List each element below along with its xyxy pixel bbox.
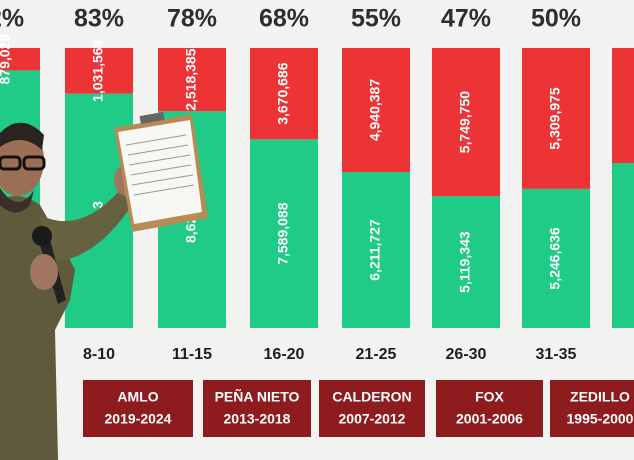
- x-tick-label: 26-30: [446, 346, 487, 363]
- bar-segment: [432, 196, 500, 328]
- value-label: 879,029: [0, 34, 13, 85]
- value-label: 2,518,385: [183, 48, 199, 110]
- value-label: 4,940,387: [367, 79, 383, 141]
- partial-bar: [612, 163, 634, 328]
- x-tick-label: 21-25: [356, 346, 397, 363]
- bar-segment: [250, 139, 318, 328]
- period-box: [319, 380, 425, 437]
- percent-label: 47%: [441, 5, 491, 33]
- percent-label: 83%: [74, 5, 124, 33]
- percent-label: 2%: [0, 5, 24, 33]
- value-label: 6,211,727: [367, 219, 383, 281]
- period-box: [203, 380, 311, 437]
- x-tick-label: 8-10: [83, 346, 115, 363]
- percent-label: 50%: [531, 5, 581, 33]
- value-label: 5,119,343: [457, 231, 473, 293]
- period-years: 2001-2006: [456, 411, 523, 427]
- percent-label: 78%: [167, 5, 217, 33]
- period-name: AMLO: [117, 389, 158, 405]
- period-name: ZEDILLO: [570, 389, 630, 405]
- period-box: [550, 380, 634, 437]
- bar-segment: [250, 48, 318, 140]
- period-name: PEÑA NIETO: [215, 388, 300, 405]
- period-name: FOX: [475, 389, 504, 405]
- bar-segment: [432, 48, 500, 197]
- value-label: 5,246,636: [547, 227, 563, 289]
- period-box: [83, 380, 193, 437]
- period-years: 2013-2018: [224, 411, 291, 427]
- bar-segment: [65, 48, 133, 94]
- clipboard: [114, 111, 208, 232]
- bar-segment: [0, 48, 40, 71]
- period-years: 2019-2024: [105, 411, 172, 427]
- value-label: 5,749,750: [457, 91, 473, 153]
- bar-segment: [522, 48, 590, 189]
- x-tick-label: 11-15: [172, 346, 212, 363]
- bar-segment: [342, 172, 410, 328]
- x-tick-label: 16-20: [264, 346, 305, 363]
- x-tick-label: 31-35: [536, 346, 577, 363]
- period-name: CALDERON: [332, 389, 411, 405]
- value-label: 1,031,569: [90, 39, 106, 101]
- partial-bar: [612, 48, 634, 163]
- period-years: 2007-2012: [339, 411, 406, 427]
- bar-segment: [342, 48, 410, 173]
- percent-label: 55%: [351, 5, 401, 33]
- value-label: 7,589,088: [275, 202, 291, 264]
- value-label: 3,670,686: [275, 62, 291, 124]
- period-years: 1995-2000: [567, 411, 634, 427]
- period-box: [436, 380, 543, 437]
- bar-segment: [522, 188, 590, 328]
- bar-segment: [158, 48, 226, 112]
- value-label: 5,309,975: [547, 87, 563, 149]
- percent-label: 68%: [259, 5, 309, 33]
- presenter: [0, 122, 138, 460]
